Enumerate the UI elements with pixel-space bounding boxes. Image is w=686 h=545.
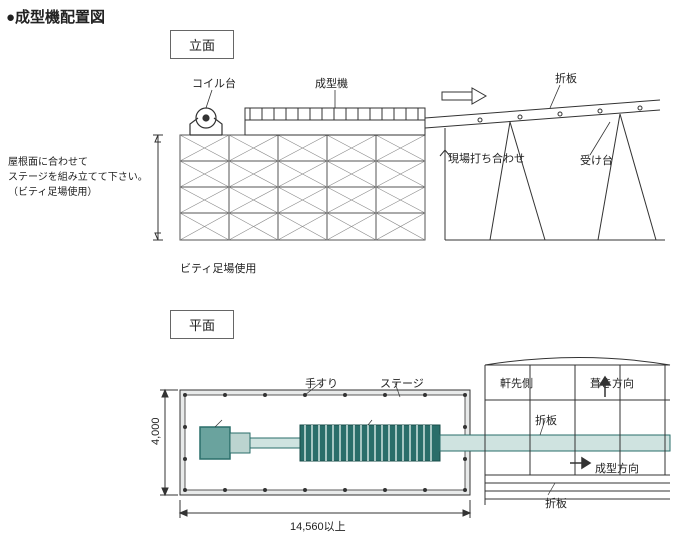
elevation-view-label: 立面 — [170, 30, 234, 59]
elev-label-scaffold: ビティ足場使用 — [180, 260, 256, 276]
side-note-l1: 屋根面に合わせて — [8, 157, 88, 168]
elevation-drawing — [150, 60, 670, 260]
plan-view-label: 平面 — [170, 310, 234, 339]
side-note-l3: （ビティ足場使用） — [8, 187, 97, 198]
side-note-l2: ステージを組み立てて下さい。 — [8, 172, 148, 183]
plan-drawing — [150, 355, 680, 540]
page-title: ●成型機配置図 — [6, 6, 105, 27]
elevation-side-note: 屋根面に合わせて ステージを組み立てて下さい。 （ビティ足場使用） — [8, 155, 148, 200]
